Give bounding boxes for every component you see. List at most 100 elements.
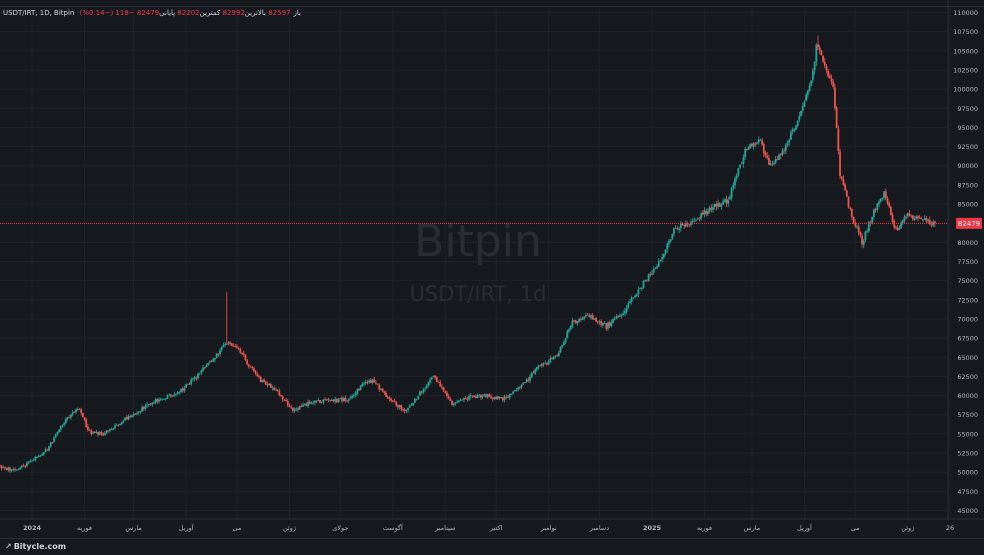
candle-body: [400, 405, 403, 410]
candle-body: [259, 376, 262, 382]
price-tick-label: 97500: [957, 105, 978, 113]
time-axis[interactable]: 2024 فوریه مارس آوریل می ژوئن جولای آگوست سپتامب…: [0, 518, 984, 532]
candle-body: [163, 398, 166, 400]
price-tick-label: 45000: [957, 507, 978, 515]
candle-body: [490, 396, 492, 398]
candle-body: [437, 381, 440, 383]
candle-body: [125, 417, 128, 420]
candle-body: [749, 144, 752, 148]
candle-body: [593, 318, 596, 320]
last-price-badge: [956, 217, 982, 229]
candle-body: [95, 431, 98, 433]
candle-body: [659, 259, 662, 262]
candle-body: [837, 128, 840, 151]
ohlc-legend: USDT/IRT, 1D, Bitpin باز82597 بالاترین82…: [3, 9, 301, 18]
candle-body: [795, 125, 797, 130]
candle-body: [808, 85, 811, 92]
candle-body: [671, 234, 674, 240]
candle-body: [579, 319, 582, 320]
candle-body: [139, 410, 142, 413]
candle-body: [56, 431, 59, 435]
time-tick-label: آوریل: [179, 523, 195, 532]
last-price-value: 82479: [958, 220, 980, 228]
candle-body: [310, 402, 313, 404]
candle-body: [383, 391, 386, 394]
candle-body: [810, 80, 813, 86]
candle-body: [813, 61, 816, 71]
candle-body: [293, 408, 296, 412]
price-axis[interactable]: 45000 47500 50000 52500 55000 57500 60000 62500…: [947, 0, 978, 519]
candle-body: [911, 215, 914, 220]
candle-body: [241, 352, 243, 354]
candle-body: [642, 281, 645, 288]
candle-body: [403, 409, 406, 412]
candle-body: [446, 392, 448, 396]
candle-body: [122, 420, 125, 423]
candle-body: [288, 405, 291, 407]
candle-body: [800, 110, 802, 116]
candle-body: [595, 318, 597, 322]
candle-body: [100, 431, 103, 434]
candle-body: [485, 394, 487, 398]
candle-body: [175, 393, 177, 395]
candle-body: [508, 393, 511, 398]
candle-body: [505, 396, 508, 398]
candle-body: [925, 218, 928, 222]
candle-body: [232, 346, 235, 347]
top-toolbar-strip: [0, 0, 984, 7]
candle-body: [141, 407, 144, 411]
candle-body: [588, 315, 591, 318]
time-tick-label: فوریه: [77, 524, 92, 532]
candle-body: [214, 358, 216, 360]
candle-body: [70, 414, 72, 418]
candle-body: [917, 216, 919, 218]
candle-body: [679, 223, 682, 229]
candle-body: [5, 468, 8, 471]
candle-body: [647, 274, 650, 281]
candle-body: [258, 376, 260, 378]
candle-body: [349, 397, 352, 399]
candle-body: [569, 325, 572, 330]
candle-body: [654, 268, 657, 269]
candle-body: [278, 390, 281, 396]
symbol-label[interactable]: USDT/IRT, 1D, Bitpin: [3, 9, 75, 17]
candle-body: [573, 320, 575, 322]
candle-body: [866, 231, 869, 233]
candle-body: [29, 461, 32, 463]
brand-name: Bitycle.com: [13, 542, 67, 551]
candle-body: [63, 423, 66, 425]
candle-body: [234, 345, 237, 347]
candle-body: [461, 399, 464, 401]
candle-body: [910, 215, 913, 217]
time-tick-label: سپتامبر: [434, 524, 455, 532]
candle-body: [364, 381, 367, 384]
candle-body: [496, 396, 499, 399]
candle-body: [590, 315, 592, 318]
candle-body: [466, 398, 469, 400]
candle-body: [759, 139, 762, 141]
candle-body: [518, 387, 521, 388]
candle-body: [58, 429, 61, 433]
candle-body: [928, 220, 931, 225]
candle-body: [220, 346, 223, 351]
candle-body: [933, 221, 936, 224]
candle-body: [354, 393, 357, 396]
candle-body: [183, 387, 186, 391]
high-value: 82992: [222, 9, 245, 17]
candle-body: [352, 395, 355, 396]
candle-body: [254, 370, 257, 374]
candle-body: [874, 209, 877, 211]
brand-link[interactable]: ↗ Bitycle.com: [5, 542, 66, 551]
candle-body: [41, 454, 44, 456]
candle-body: [627, 303, 630, 309]
candle-body: [80, 409, 83, 413]
candle-body: [620, 314, 623, 316]
candle-body: [718, 203, 721, 207]
candle-body: [441, 386, 443, 388]
candle-body: [417, 395, 420, 399]
candle-body: [686, 223, 689, 225]
candle-body: [119, 423, 121, 425]
candle-body: [700, 213, 703, 219]
candle-body: [517, 387, 520, 390]
